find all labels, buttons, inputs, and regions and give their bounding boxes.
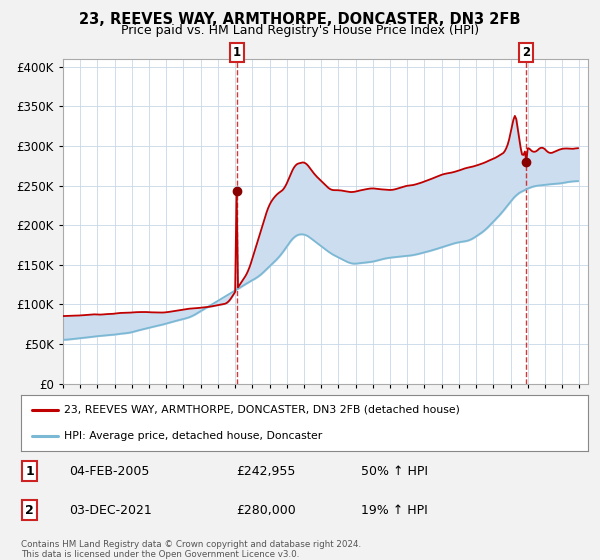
Text: 1: 1 [25, 465, 34, 478]
Text: 2: 2 [522, 46, 530, 59]
Text: 19% ↑ HPI: 19% ↑ HPI [361, 504, 428, 517]
Text: 03-DEC-2021: 03-DEC-2021 [69, 504, 152, 517]
Text: 23, REEVES WAY, ARMTHORPE, DONCASTER, DN3 2FB: 23, REEVES WAY, ARMTHORPE, DONCASTER, DN… [79, 12, 521, 27]
Text: Contains HM Land Registry data © Crown copyright and database right 2024.: Contains HM Land Registry data © Crown c… [21, 540, 361, 549]
Text: 50% ↑ HPI: 50% ↑ HPI [361, 465, 428, 478]
Text: 04-FEB-2005: 04-FEB-2005 [69, 465, 149, 478]
Text: This data is licensed under the Open Government Licence v3.0.: This data is licensed under the Open Gov… [21, 550, 299, 559]
Text: £242,955: £242,955 [236, 465, 296, 478]
Text: £280,000: £280,000 [236, 504, 296, 517]
Text: HPI: Average price, detached house, Doncaster: HPI: Average price, detached house, Donc… [64, 431, 322, 441]
Text: 2: 2 [25, 504, 34, 517]
Text: Price paid vs. HM Land Registry's House Price Index (HPI): Price paid vs. HM Land Registry's House … [121, 24, 479, 37]
Text: 23, REEVES WAY, ARMTHORPE, DONCASTER, DN3 2FB (detached house): 23, REEVES WAY, ARMTHORPE, DONCASTER, DN… [64, 405, 460, 415]
Text: 1: 1 [233, 46, 241, 59]
